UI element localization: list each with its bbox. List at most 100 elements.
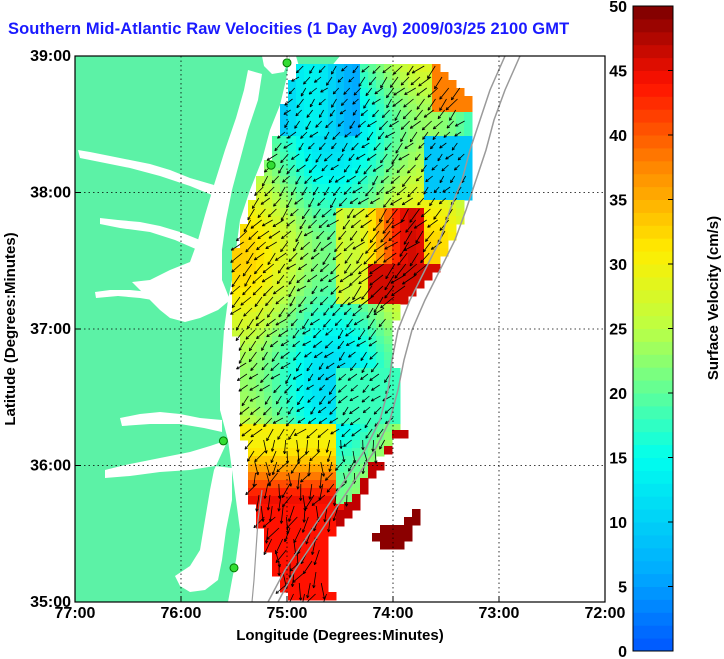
velocity-cell xyxy=(248,456,257,465)
velocity-arrow-head xyxy=(427,76,431,79)
colorbar-band xyxy=(633,367,673,381)
velocity-arrow-head xyxy=(338,391,342,393)
velocity-cell xyxy=(320,376,329,385)
colorbar-band xyxy=(633,276,673,291)
velocity-cell xyxy=(272,168,281,177)
velocity-arrow xyxy=(344,263,352,274)
velocity-cell xyxy=(344,232,353,241)
velocity-arrow xyxy=(250,428,263,438)
velocity-arrow xyxy=(329,109,335,117)
velocity-arrow-head xyxy=(402,184,406,188)
velocity-cell xyxy=(360,328,369,337)
velocity-cell xyxy=(392,136,401,145)
velocity-cell xyxy=(400,88,409,97)
velocity-cell xyxy=(352,384,361,393)
velocity-cell xyxy=(360,72,369,81)
velocity-cell xyxy=(352,368,361,377)
velocity-cell xyxy=(320,528,329,537)
velocity-cell xyxy=(296,280,305,289)
velocity-arrow xyxy=(343,307,352,315)
velocity-cell xyxy=(400,80,409,89)
velocity-arrow xyxy=(410,76,421,86)
velocity-arrow-head xyxy=(318,367,322,370)
velocity-arrow-head xyxy=(284,104,288,106)
velocity-cell xyxy=(296,120,305,129)
velocity-cell xyxy=(336,416,345,425)
velocity-cell xyxy=(312,272,321,281)
velocity-arrow xyxy=(324,131,330,140)
velocity-arrow-head xyxy=(287,460,290,464)
velocity-arrow xyxy=(319,384,325,391)
velocity-cell xyxy=(336,504,345,513)
velocity-cell xyxy=(248,360,257,369)
velocity-arrow xyxy=(238,384,248,392)
velocity-cell xyxy=(296,424,305,433)
velocity-arrow-head xyxy=(277,437,281,440)
velocity-arrow xyxy=(377,131,385,140)
velocity-cell xyxy=(368,104,377,113)
velocity-arrow xyxy=(313,241,322,253)
velocity-arrow-head xyxy=(284,125,288,128)
velocity-cell xyxy=(264,208,273,217)
velocity-cell xyxy=(336,248,345,257)
velocity-arrow-head xyxy=(262,358,266,361)
velocity-arrow xyxy=(409,120,421,129)
velocity-cell xyxy=(456,208,465,217)
velocity-arrow xyxy=(244,439,253,450)
velocity-arrow-head xyxy=(417,203,421,206)
velocity-cell xyxy=(288,248,297,257)
velocity-cell xyxy=(376,96,385,105)
velocity-cell xyxy=(328,432,337,441)
velocity-arrow xyxy=(329,406,338,415)
velocity-arrow xyxy=(439,175,445,183)
velocity-cell xyxy=(376,336,385,345)
velocity-cell xyxy=(296,520,305,529)
colorbar-band xyxy=(633,354,673,368)
velocity-cell xyxy=(280,344,289,353)
chesapeake-bay xyxy=(132,70,262,322)
velocity-arrow xyxy=(297,417,306,424)
velocity-arrow xyxy=(374,87,384,95)
velocity-cell xyxy=(384,184,393,193)
velocity-cell xyxy=(392,240,401,249)
velocity-arrow-head xyxy=(302,217,306,220)
velocity-arrow xyxy=(392,98,403,107)
velocity-cell xyxy=(344,256,353,265)
colorbar-band xyxy=(633,328,673,342)
velocity-arrow-head xyxy=(361,370,365,374)
velocity-cell xyxy=(376,88,385,97)
velocity-cell xyxy=(304,280,313,289)
velocity-cell xyxy=(304,216,313,225)
velocity-cell xyxy=(272,144,281,153)
velocity-arrow xyxy=(432,131,440,140)
velocity-arrow xyxy=(242,285,252,296)
velocity-cell xyxy=(304,512,313,521)
velocity-cell xyxy=(368,96,377,105)
velocity-arrow xyxy=(300,252,309,260)
velocity-cell xyxy=(264,488,273,497)
velocity-arrow xyxy=(250,406,261,415)
velocity-arrow-head xyxy=(349,238,354,241)
velocity-cell xyxy=(272,416,281,425)
velocity-cell xyxy=(384,240,393,249)
velocity-cell xyxy=(360,486,369,495)
velocity-arrow xyxy=(296,406,305,412)
velocity-arrow-head xyxy=(272,472,276,476)
velocity-cell xyxy=(344,368,353,377)
velocity-cell xyxy=(440,144,449,153)
velocity-arrow xyxy=(287,307,297,317)
velocity-arrow xyxy=(356,252,364,264)
velocity-cell xyxy=(328,344,337,353)
velocity-arrow xyxy=(330,285,340,295)
colorbar-bands xyxy=(633,6,673,652)
velocity-cell xyxy=(256,424,265,433)
radar-station-marker xyxy=(229,563,239,573)
velocity-cell xyxy=(256,504,265,513)
velocity-arrow-head xyxy=(308,205,312,208)
velocity-arrow xyxy=(403,241,420,251)
velocity-cell xyxy=(368,320,377,329)
velocity-arrow xyxy=(286,219,295,227)
velocity-arrow xyxy=(230,285,241,295)
velocity-arrow xyxy=(370,285,384,298)
velocity-arrow-head xyxy=(313,250,317,253)
